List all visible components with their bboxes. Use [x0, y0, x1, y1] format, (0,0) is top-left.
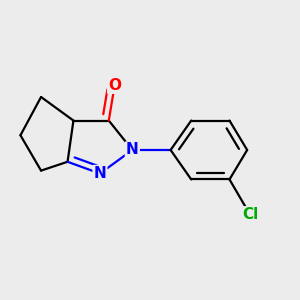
Text: N: N — [126, 142, 139, 158]
Text: Cl: Cl — [242, 207, 258, 222]
Text: O: O — [108, 78, 121, 93]
Text: N: N — [94, 166, 106, 181]
